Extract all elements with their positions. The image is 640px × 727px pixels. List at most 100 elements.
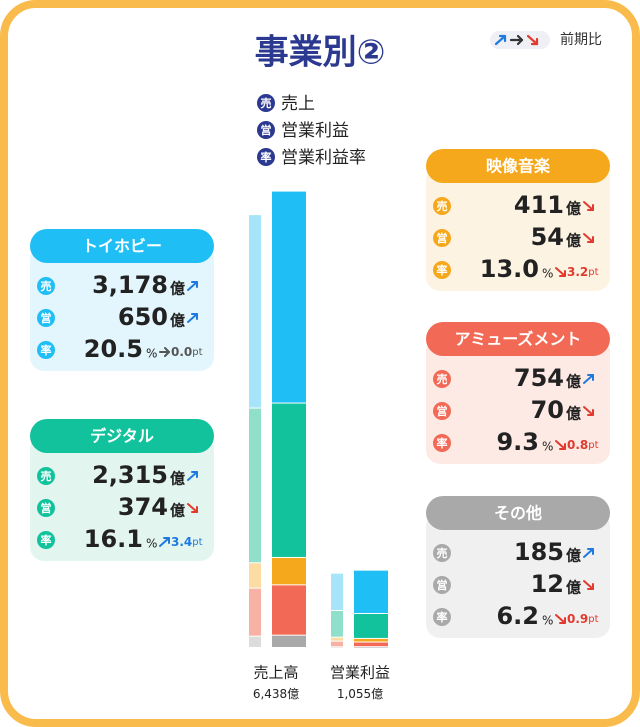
trend-arrow [159, 347, 170, 357]
row-badge [37, 341, 55, 359]
row-badge-text: 売 [437, 546, 448, 560]
card-margin-change: 0.9pt [567, 612, 599, 626]
card-margin-change: 3.2pt [567, 265, 599, 279]
bar-segment [272, 635, 306, 647]
bar-segment-prev [249, 636, 261, 647]
card-unit: 億 [566, 232, 581, 250]
arrow-shaft [187, 471, 198, 481]
row-badge-text: 率 [41, 533, 52, 547]
arrow-head [587, 583, 594, 590]
card-percent: % [146, 537, 157, 551]
card-margin-change: 0.0pt [171, 345, 203, 359]
row-badge [433, 544, 451, 562]
trend-arrow [583, 580, 594, 590]
card-percent: % [146, 347, 157, 361]
trend-legend-label: 前期比 [560, 31, 602, 48]
card-title: その他 [494, 504, 542, 523]
trend-arrow [583, 406, 594, 416]
card-percent: % [542, 267, 553, 281]
row-badge-text: 売 [437, 372, 448, 386]
legend-badge-text: 率 [261, 150, 272, 164]
total-label: 6,438億 [253, 687, 299, 701]
legend-badge-text: 営 [261, 123, 272, 137]
total-unit: 億 [371, 687, 383, 701]
card-value: 374 [118, 493, 168, 521]
card-header [426, 496, 610, 530]
card-body [426, 165, 610, 291]
card-percent: % [542, 614, 553, 628]
arrow-shaft [555, 614, 566, 624]
change-unit: pt [588, 267, 598, 278]
bar-segment [272, 585, 306, 635]
arrow-head [559, 443, 566, 450]
arrow-shaft [555, 267, 566, 277]
bar-segment [354, 642, 388, 647]
row-badge-text: 売 [41, 279, 52, 293]
bar-segment [354, 613, 388, 638]
card-value: 2,315 [92, 461, 168, 489]
arrow-shaft [187, 281, 198, 291]
arrow-head [191, 281, 198, 288]
trend-arrow [583, 233, 594, 243]
card-unit: 億 [566, 547, 581, 565]
row-badge [37, 309, 55, 327]
card-body [426, 338, 610, 464]
row-badge [37, 531, 55, 549]
bar-segment-prev [249, 215, 261, 408]
card-body [30, 245, 214, 371]
card-margin: 6.2 [496, 602, 539, 630]
arrow-shaft [187, 503, 198, 513]
card-margin: 9.3 [496, 428, 539, 456]
change-value: 3.4 [171, 535, 192, 549]
bar-segment-prev [249, 588, 261, 636]
arrow-shaft [159, 537, 170, 547]
row-badge [433, 608, 451, 626]
bar-segment [272, 557, 306, 585]
arrow-shaft [555, 440, 566, 450]
trend-arrow [555, 267, 566, 277]
row-badge-text: 営 [437, 404, 448, 418]
card-value: 411 [514, 191, 564, 219]
card-percent: % [542, 440, 553, 454]
bar-segment-prev [331, 641, 343, 647]
arrow-shaft [583, 201, 594, 211]
bar-segment [354, 638, 388, 642]
row-badge-text: 売 [41, 469, 52, 483]
change-unit: pt [192, 537, 202, 548]
change-value: 0.0 [171, 345, 192, 359]
total-value: 1,055 [337, 687, 371, 701]
trend-arrow [583, 201, 594, 211]
bar-segment [354, 647, 388, 648]
total-label: 1,055億 [337, 687, 383, 701]
card-title: トイホビー [82, 237, 162, 256]
bar-segment-prev [331, 610, 343, 637]
row-badge-text: 率 [437, 436, 448, 450]
card-value: 12 [531, 570, 564, 598]
legend-badge [257, 121, 275, 139]
trend-arrow [555, 440, 566, 450]
arrow-shaft [583, 548, 594, 558]
arrow-head [191, 313, 198, 320]
card-value: 3,178 [92, 271, 168, 299]
card-body [30, 435, 214, 561]
card-unit: 億 [566, 579, 581, 597]
change-unit: pt [192, 347, 202, 358]
arrow-head [164, 347, 170, 357]
row-badge-text: 営 [437, 578, 448, 592]
card-margin: 20.5 [84, 335, 143, 363]
row-badge-text: 営 [41, 501, 52, 515]
card-value: 185 [514, 538, 564, 566]
card-title: 映像音楽 [486, 157, 551, 176]
row-badge [433, 402, 451, 420]
legend-badge [257, 94, 275, 112]
bar-segment [272, 403, 306, 557]
arrow-head [587, 374, 594, 381]
card-unit: 億 [170, 280, 185, 298]
row-badge [37, 277, 55, 295]
card-unit: 億 [566, 200, 581, 218]
card-margin: 13.0 [480, 255, 539, 283]
arrow-head [191, 471, 198, 478]
card-title: アミューズメント [455, 330, 582, 349]
arrow-head [587, 409, 594, 416]
trend-legend-icons [490, 31, 550, 49]
